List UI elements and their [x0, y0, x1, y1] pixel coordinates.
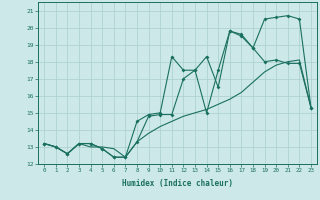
- X-axis label: Humidex (Indice chaleur): Humidex (Indice chaleur): [122, 179, 233, 188]
